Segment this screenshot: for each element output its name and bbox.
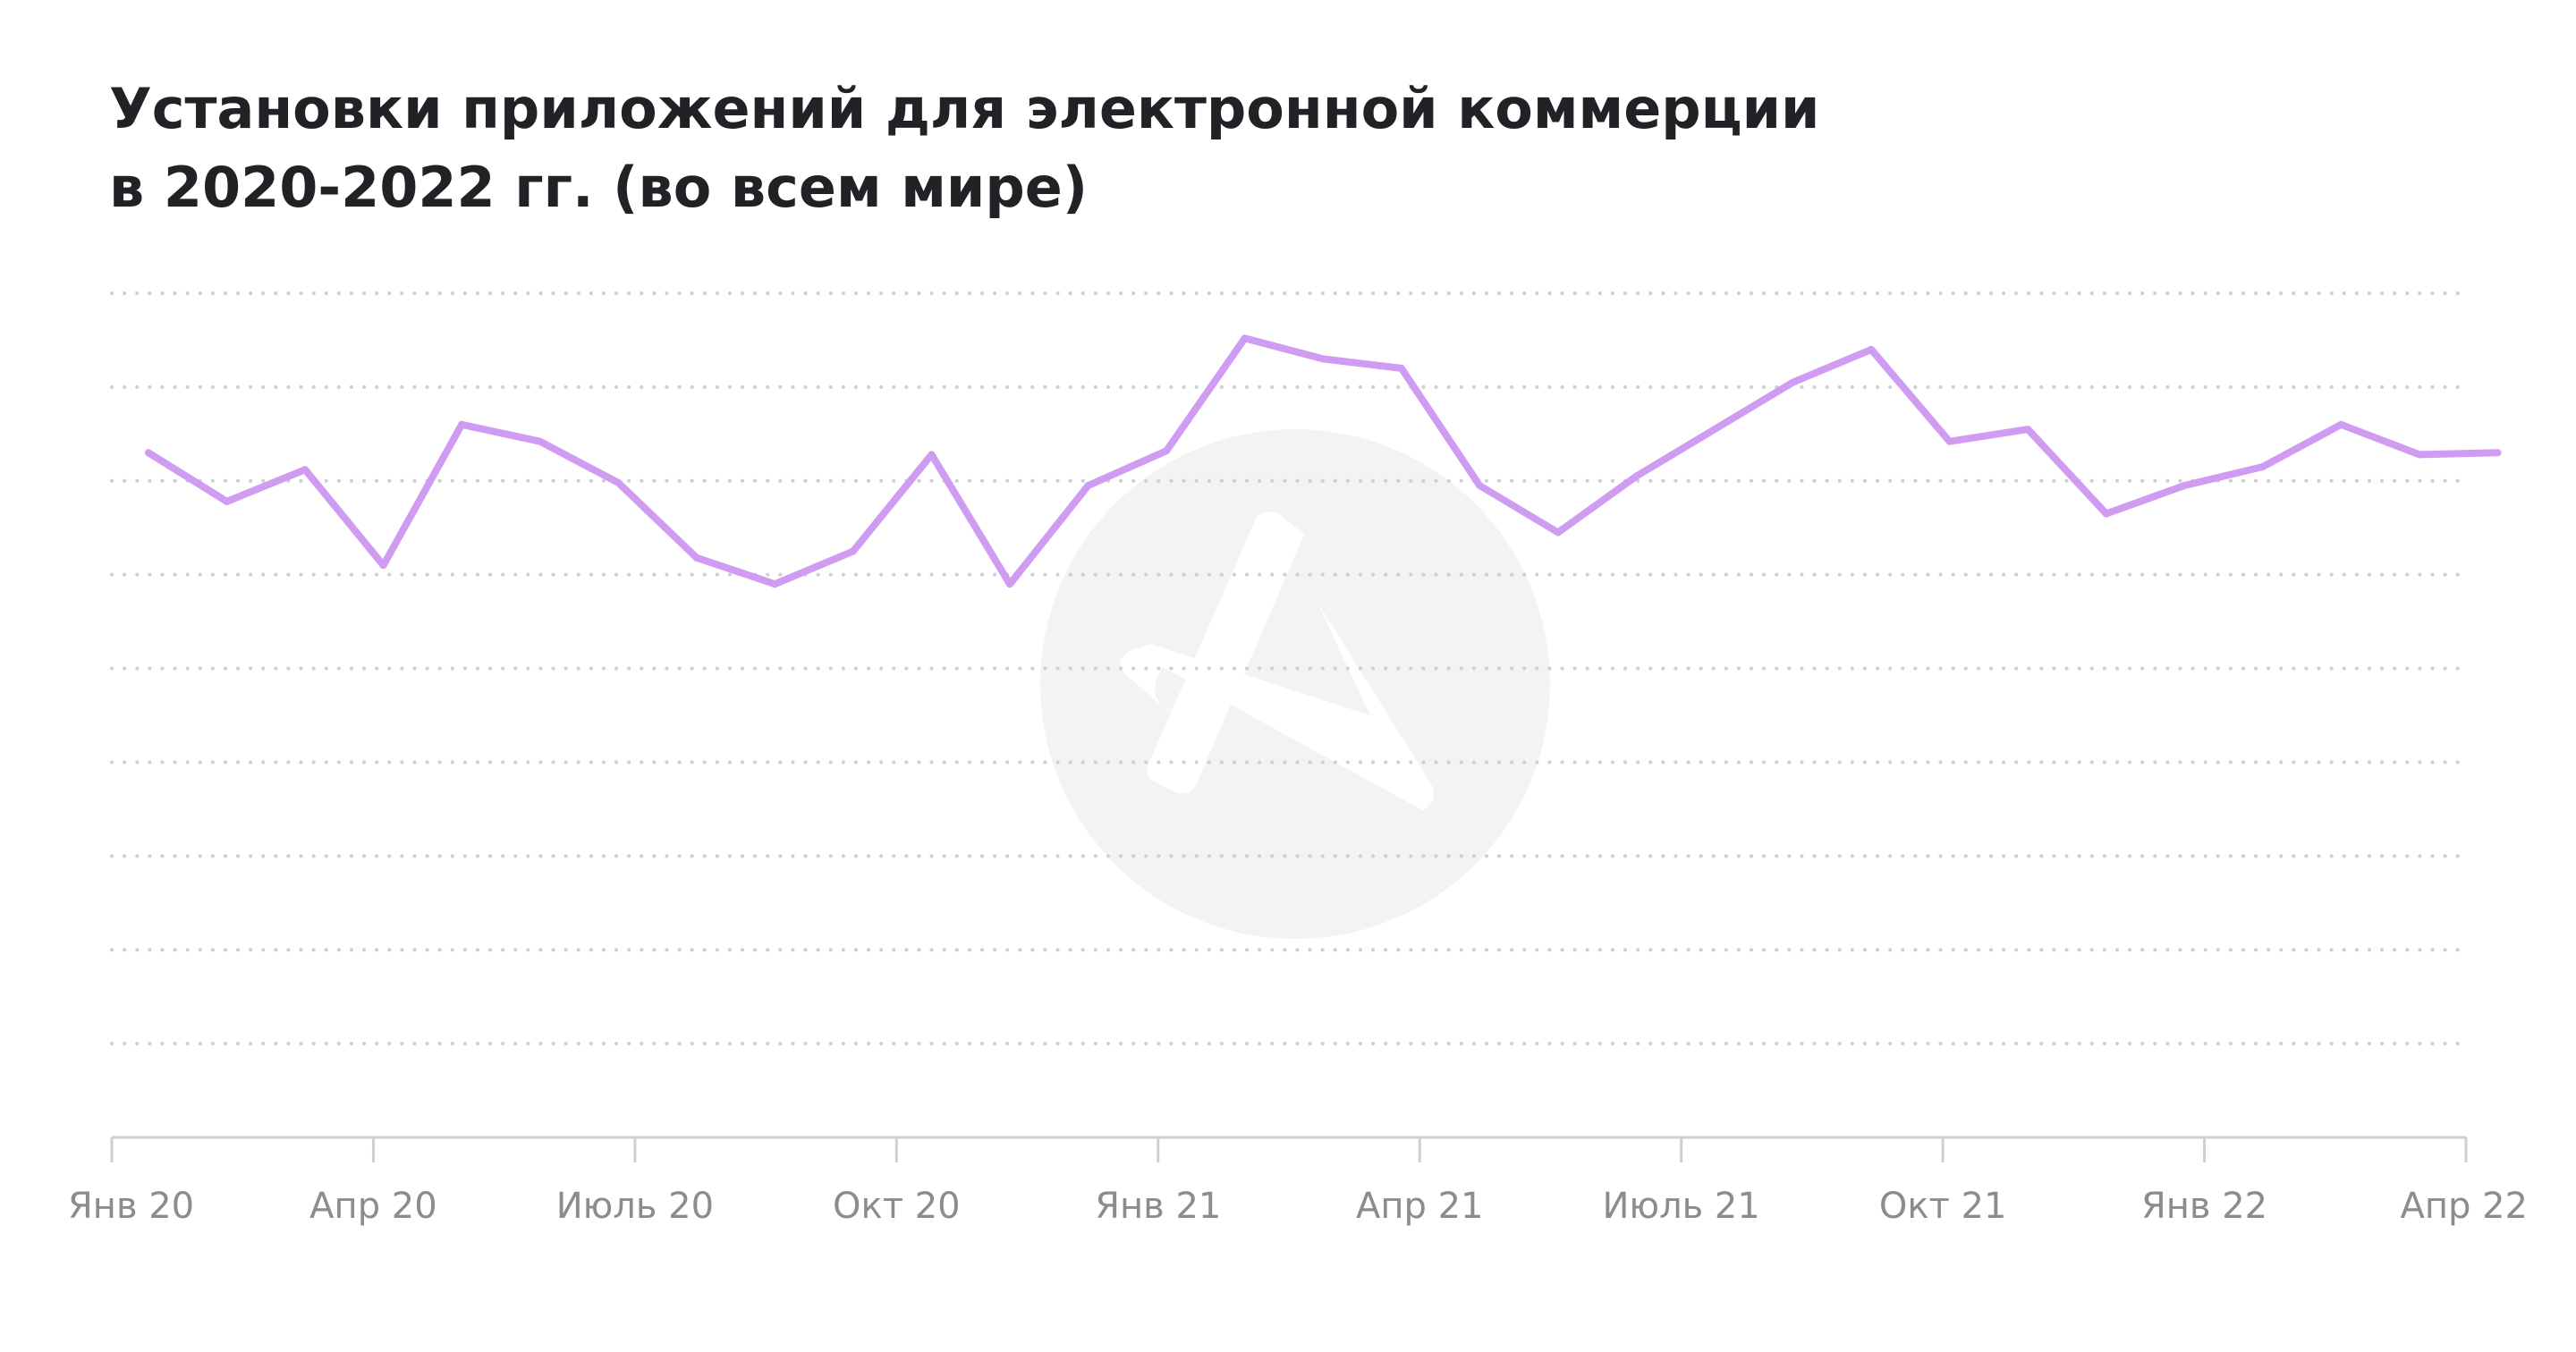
data-point bbox=[1084, 482, 1092, 489]
logo-watermark bbox=[1040, 429, 1550, 939]
data-point bbox=[2258, 463, 2267, 470]
data-point bbox=[223, 497, 231, 505]
x-tick-label: Янв 20 bbox=[68, 1186, 194, 1227]
data-point bbox=[2494, 449, 2502, 457]
data-point bbox=[1006, 580, 1013, 588]
data-point bbox=[1868, 345, 1876, 353]
chart-title-line-2: в 2020-2022 гг. (во всем мире) bbox=[109, 155, 1089, 220]
x-tick-label: Окт 20 bbox=[833, 1186, 961, 1227]
data-point bbox=[2415, 451, 2423, 459]
data-point bbox=[1632, 472, 1640, 480]
x-tick-label: Апр 22 bbox=[2400, 1186, 2528, 1227]
data-point bbox=[145, 449, 152, 457]
data-point bbox=[2181, 482, 2189, 489]
data-point bbox=[2102, 510, 2110, 518]
data-point bbox=[692, 553, 700, 562]
x-tick-label: Апр 21 bbox=[1356, 1186, 1484, 1227]
x-axis: Янв 20 Апр 20 Июль 20 Окт 20 Янв 21 Апр 21 Июл… bbox=[68, 1136, 2528, 1227]
data-point bbox=[1789, 378, 1797, 386]
data-point bbox=[301, 466, 309, 474]
data-point bbox=[1945, 437, 1953, 445]
data-point bbox=[1476, 482, 1484, 489]
data-point bbox=[2337, 420, 2345, 428]
x-tick-label: Янв 21 bbox=[1095, 1186, 1221, 1227]
chart-title-line-1: Установки приложений для электронной ком… bbox=[109, 76, 1820, 141]
x-tick-label: Апр 20 bbox=[309, 1186, 437, 1227]
x-tick-label: Окт 21 bbox=[1879, 1186, 2007, 1227]
chart-title: Установки приложений для электронной ком… bbox=[109, 70, 2256, 227]
series-layer bbox=[145, 334, 2502, 588]
data-point bbox=[1241, 334, 1249, 342]
data-point bbox=[1711, 426, 1718, 434]
data-point bbox=[1397, 364, 1405, 372]
data-point bbox=[1554, 528, 1562, 537]
data-point bbox=[849, 547, 857, 555]
data-point bbox=[614, 478, 623, 486]
x-tick-label: Янв 22 bbox=[2141, 1186, 2267, 1227]
data-point bbox=[379, 562, 387, 570]
data-point bbox=[536, 437, 544, 445]
data-point bbox=[928, 451, 936, 459]
x-tick-label: Июль 20 bbox=[556, 1186, 714, 1227]
x-tick-label: Июль 21 bbox=[1602, 1186, 1759, 1227]
data-point bbox=[2024, 426, 2032, 434]
data-point bbox=[458, 420, 466, 428]
y-gridlines bbox=[110, 292, 2468, 1046]
data-point bbox=[771, 580, 779, 588]
data-point bbox=[1163, 447, 1171, 455]
data-point bbox=[1319, 355, 1327, 363]
